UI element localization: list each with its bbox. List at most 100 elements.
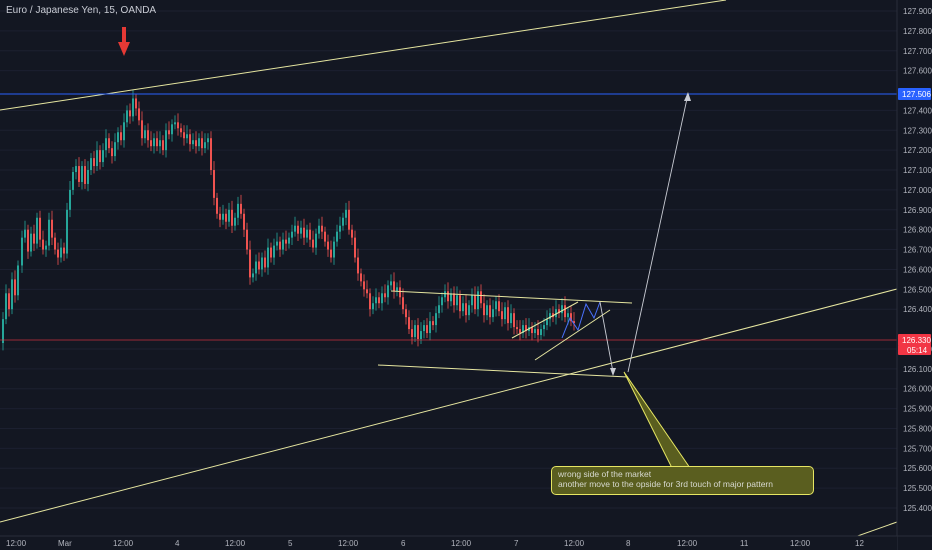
candle-body — [153, 138, 155, 146]
candle-body — [504, 307, 506, 319]
price-tag-blue-label: 127.506 — [902, 90, 931, 99]
candle-body — [327, 242, 329, 250]
candle-body — [330, 250, 332, 258]
price-tag-red-label: 126.330 — [902, 336, 931, 345]
candle-body — [300, 228, 302, 234]
candle-body — [249, 250, 251, 278]
candle-body — [342, 218, 344, 226]
candle-body — [372, 303, 374, 309]
candle-body — [549, 313, 551, 319]
y-tick: 127.100 — [903, 166, 932, 175]
x-tick: 12:00 — [6, 539, 27, 548]
candle-body — [564, 305, 566, 317]
candle-body — [426, 325, 428, 333]
candle-body — [228, 210, 230, 222]
candle-body — [189, 134, 191, 144]
candle-body — [285, 240, 287, 244]
candle-body — [279, 242, 281, 250]
candle-body — [138, 108, 140, 120]
candle-body — [441, 297, 443, 305]
candle-body — [387, 285, 389, 297]
candle-body — [240, 204, 242, 214]
callout-line-1: wrong side of the market — [558, 469, 807, 479]
x-tick: 11 — [740, 539, 749, 548]
callout-note[interactable]: wrong side of the market another move to… — [551, 466, 814, 495]
candle-body — [420, 331, 422, 339]
y-tick: 126.500 — [903, 285, 932, 294]
y-tick: 126.100 — [903, 365, 932, 374]
candle-body — [411, 329, 413, 337]
candle-body — [141, 120, 143, 138]
time-axis[interactable]: 12:00 Mar 12:00 4 12:00 5 12:00 6 12:00 … — [0, 536, 932, 550]
symbol-title[interactable]: Euro / Japanese Yen, 15, OANDA — [6, 5, 156, 16]
candle-body — [357, 258, 359, 274]
y-tick: 125.700 — [903, 444, 932, 453]
candle-body — [468, 305, 470, 315]
y-tick: 125.800 — [903, 424, 932, 433]
candle-body — [480, 291, 482, 303]
candle-body — [11, 279, 13, 309]
candle-body — [537, 329, 539, 335]
candle-body — [24, 230, 26, 238]
candle-body — [495, 301, 497, 309]
candle-body — [135, 98, 137, 108]
candle-body — [261, 258, 263, 270]
candle-body — [159, 140, 161, 146]
candle-body — [501, 311, 503, 319]
candle-body — [111, 148, 113, 156]
candle-body — [435, 313, 437, 325]
candle-body — [105, 138, 107, 150]
candle-body — [258, 261, 260, 269]
candle-body — [219, 214, 221, 220]
candle-body — [8, 293, 10, 309]
candle-body — [204, 142, 206, 148]
candle-body — [294, 226, 296, 232]
price-axis[interactable]: 127.900 127.800 127.700 127.600 127.400 127.3… — [897, 0, 932, 550]
y-tick: 126.400 — [903, 305, 932, 314]
candle-body — [39, 218, 41, 240]
candle-body — [123, 122, 125, 140]
candle-body — [243, 214, 245, 230]
candle-body — [90, 158, 92, 170]
candle-body — [93, 158, 95, 166]
candle-body — [60, 248, 62, 258]
candle-body — [54, 238, 56, 250]
candle-body — [363, 281, 365, 289]
candle-body — [210, 138, 212, 170]
candle-body — [465, 303, 467, 315]
candle-body — [30, 234, 32, 252]
x-tick: 7 — [514, 539, 519, 548]
candle-body — [72, 172, 74, 190]
x-tick: 12:00 — [225, 539, 246, 548]
candle-body — [348, 210, 350, 230]
candle-body — [195, 140, 197, 146]
candle-body — [510, 313, 512, 323]
candle-body — [489, 305, 491, 317]
candle-body — [291, 232, 293, 238]
candle-body — [402, 297, 404, 309]
candle-body — [414, 325, 416, 337]
y-tick: 126.000 — [903, 385, 932, 394]
candle-body — [399, 287, 401, 297]
candle-body — [516, 327, 518, 329]
y-tick: 127.600 — [903, 67, 932, 76]
x-tick: 6 — [401, 539, 406, 548]
candle-body — [231, 210, 233, 226]
candle-body — [321, 226, 323, 232]
candle-body — [87, 170, 89, 184]
y-tick: 125.500 — [903, 484, 932, 493]
candle-body — [14, 279, 16, 295]
candle-body — [507, 307, 509, 323]
y-tick: 127.000 — [903, 186, 932, 195]
candle-body — [2, 319, 4, 343]
candle-body — [66, 210, 68, 254]
x-tick: 12:00 — [338, 539, 359, 548]
candle-body — [96, 150, 98, 166]
candle-body — [543, 325, 545, 329]
candle-body — [180, 128, 182, 132]
x-tick: 12:00 — [677, 539, 698, 548]
candle-body — [540, 329, 542, 335]
candle-body — [120, 132, 122, 140]
y-tick: 125.600 — [903, 464, 932, 473]
